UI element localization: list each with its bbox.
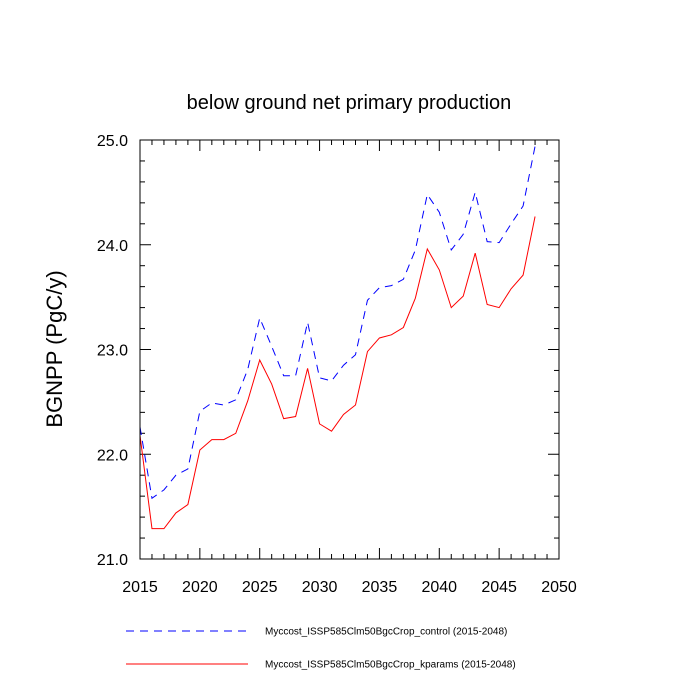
plot-frame [139, 139, 560, 560]
x-tick-label: 2030 [302, 579, 338, 596]
x-tick-label: 2015 [122, 579, 158, 596]
chart-title: below ground net primary production [187, 92, 512, 114]
y-tick-label: 22.0 [97, 447, 128, 464]
axis-ticks [139, 139, 560, 560]
y-tick-label: 23.0 [97, 343, 128, 360]
x-tick-label: 2040 [421, 579, 457, 596]
x-tick-label: 2045 [481, 579, 517, 596]
y-axis-label: BGNPP (PgC/y) [42, 270, 67, 427]
y-tick-label: 24.0 [97, 238, 128, 255]
legend-label-1: Myccost_ISSP585Clm50BgcCrop_control (201… [265, 627, 507, 638]
x-tick-label: 2050 [541, 579, 577, 596]
y-tick-label: 25.0 [97, 133, 128, 150]
x-tick-label: 2020 [182, 579, 218, 596]
series-line-2 [139, 216, 536, 530]
legend-label-2: Myccost_ISSP585Clm50BgcCrop_kparams (201… [265, 660, 516, 671]
x-tick-label: 2025 [242, 579, 278, 596]
tick-labels: 2015 2020 2025 2030 2035 2040 2045 2050 21.0 22.0… [97, 133, 577, 596]
series-layer [139, 146, 536, 530]
series-line-1 [139, 146, 536, 500]
x-tick-label: 2035 [362, 579, 398, 596]
y-tick-label: 21.0 [97, 552, 128, 569]
legend: Myccost_ISSP585Clm50BgcCrop_control (201… [126, 627, 516, 671]
